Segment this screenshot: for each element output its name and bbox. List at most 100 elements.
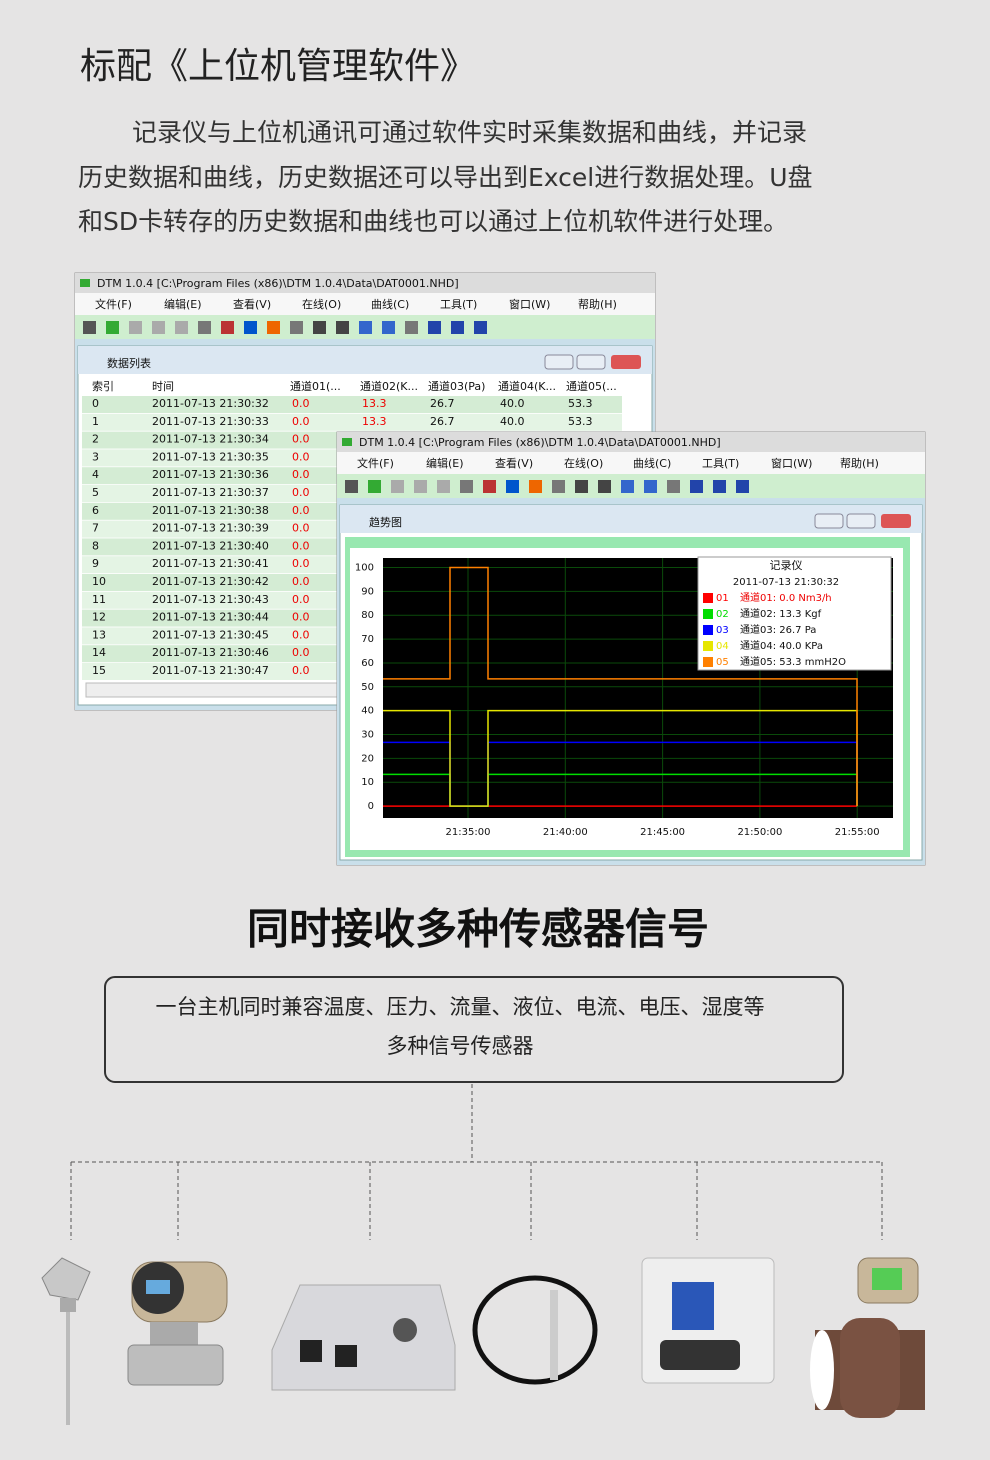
table-cell: 10	[92, 575, 106, 588]
toolbar-icon[interactable]	[221, 321, 234, 334]
window-button[interactable]	[814, 513, 844, 529]
menu-item[interactable]: 编辑(E)	[164, 297, 202, 311]
y-tick-label: 60	[361, 658, 374, 669]
toolbar-icon[interactable]	[129, 321, 142, 334]
table-cell: 0.0	[292, 450, 310, 463]
menu-item[interactable]: 查看(V)	[233, 297, 271, 311]
menu-item[interactable]: 帮助(H)	[840, 456, 879, 470]
y-tick-label: 90	[361, 586, 374, 597]
table-cell: 2	[92, 433, 99, 446]
x-tick-label: 21:55:00	[835, 827, 880, 838]
column-header: 通道03(Pa)	[428, 379, 485, 393]
window-title: DTM 1.0.4 [C:\Program Files (x86)\DTM 1.…	[359, 436, 721, 449]
toolbar-icon[interactable]	[713, 480, 726, 493]
toolbar-icon[interactable]	[736, 480, 749, 493]
table-cell: 2011-07-13 21:30:40	[152, 539, 269, 552]
table-cell: 2011-07-13 21:30:35	[152, 450, 269, 463]
toolbar-icon[interactable]	[382, 321, 395, 334]
toolbar-icon[interactable]	[667, 480, 680, 493]
menu-item[interactable]: 编辑(E)	[426, 456, 464, 470]
toolbar-icon[interactable]	[460, 480, 473, 493]
table-cell: 2011-07-13 21:30:36	[152, 468, 269, 481]
toolbar-icon[interactable]	[290, 321, 303, 334]
close-button[interactable]	[881, 514, 911, 528]
toolbar-icon[interactable]	[267, 321, 280, 334]
menu-item[interactable]: 帮助(H)	[578, 297, 617, 311]
menu-item[interactable]: 工具(T)	[440, 298, 477, 311]
toolbar-icon[interactable]	[552, 480, 565, 493]
table-cell: 11	[92, 593, 106, 606]
toolbar-icon[interactable]	[474, 321, 487, 334]
menu-item[interactable]: 工具(T)	[702, 457, 739, 470]
table-cell: 2011-07-13 21:30:33	[152, 415, 269, 428]
y-tick-label: 70	[361, 634, 374, 645]
toolbar-icon[interactable]	[244, 321, 257, 334]
toolbar-icon[interactable]	[391, 480, 404, 493]
table-cell: 0.0	[292, 415, 310, 428]
title-bar	[337, 432, 925, 452]
column-header: 时间	[152, 380, 174, 393]
close-button[interactable]	[611, 355, 641, 369]
toolbar-icon[interactable]	[368, 480, 381, 493]
current-sensor	[271, 1284, 456, 1391]
humidity-controller	[641, 1257, 775, 1384]
page-title: 标配《上位机管理软件》	[80, 46, 476, 87]
menu-item[interactable]: 曲线(C)	[633, 456, 671, 470]
panel-title: 趋势图	[369, 516, 402, 529]
toolbar-icon[interactable]	[644, 480, 657, 493]
menu-item[interactable]: 文件(F)	[95, 297, 132, 311]
table-cell: 6	[92, 504, 99, 517]
column-header: 通道05(...	[566, 379, 617, 393]
toolbar-icon[interactable]	[83, 321, 96, 334]
toolbar-icon[interactable]	[598, 480, 611, 493]
table-cell: 3	[92, 450, 99, 463]
toolbar-icon[interactable]	[621, 480, 634, 493]
x-tick-label: 21:35:00	[446, 827, 491, 838]
toolbar-icon[interactable]	[428, 321, 441, 334]
table-cell: 9	[92, 557, 99, 570]
toolbar-icon[interactable]	[437, 480, 450, 493]
level-sensor	[472, 1275, 598, 1385]
table-cell: 0.0	[292, 468, 310, 481]
toolbar-icon[interactable]	[506, 480, 519, 493]
menu-item[interactable]: 在线(O)	[564, 456, 603, 470]
table-cell: 40.0	[500, 415, 525, 428]
toolbar-icon[interactable]	[405, 321, 418, 334]
toolbar-icon[interactable]	[483, 480, 496, 493]
table-cell: 0.0	[292, 397, 310, 410]
toolbar-icon[interactable]	[359, 321, 372, 334]
legend-label: 通道04: 40.0 KPa	[740, 639, 823, 652]
legend-swatch	[703, 609, 713, 619]
menu-item[interactable]: 文件(F)	[357, 456, 394, 470]
toolbar-icon[interactable]	[175, 321, 188, 334]
toolbar-icon[interactable]	[336, 321, 349, 334]
toolbar-icon[interactable]	[106, 321, 119, 334]
toolbar-icon[interactable]	[345, 480, 358, 493]
toolbar-icon[interactable]	[690, 480, 703, 493]
column-header: 索引	[92, 379, 114, 393]
toolbar-icon[interactable]	[575, 480, 588, 493]
toolbar-icon[interactable]	[313, 321, 326, 334]
menu-item[interactable]: 在线(O)	[302, 297, 341, 311]
window-button[interactable]	[576, 354, 606, 370]
app-icon	[80, 279, 90, 287]
y-tick-label: 40	[361, 706, 374, 717]
table-cell: 13	[92, 628, 106, 641]
toolbar-icon[interactable]	[198, 321, 211, 334]
table-row	[82, 396, 622, 413]
box-line: 多种信号传感器	[387, 1034, 534, 1058]
menu-item[interactable]: 窗口(W)	[509, 297, 550, 311]
app-icon	[342, 438, 352, 446]
toolbar-icon[interactable]	[451, 321, 464, 334]
window-button[interactable]	[846, 513, 876, 529]
toolbar-icon[interactable]	[529, 480, 542, 493]
menu-item[interactable]: 窗口(W)	[771, 456, 812, 470]
series-line	[383, 566, 858, 807]
toolbar-icon[interactable]	[152, 321, 165, 334]
menu-item[interactable]: 曲线(C)	[371, 297, 409, 311]
table-cell: 2011-07-13 21:30:43	[152, 593, 269, 606]
window-button[interactable]	[544, 354, 574, 370]
toolbar-icon[interactable]	[414, 480, 427, 493]
thermocouple	[41, 1257, 91, 1425]
menu-item[interactable]: 查看(V)	[495, 456, 533, 470]
